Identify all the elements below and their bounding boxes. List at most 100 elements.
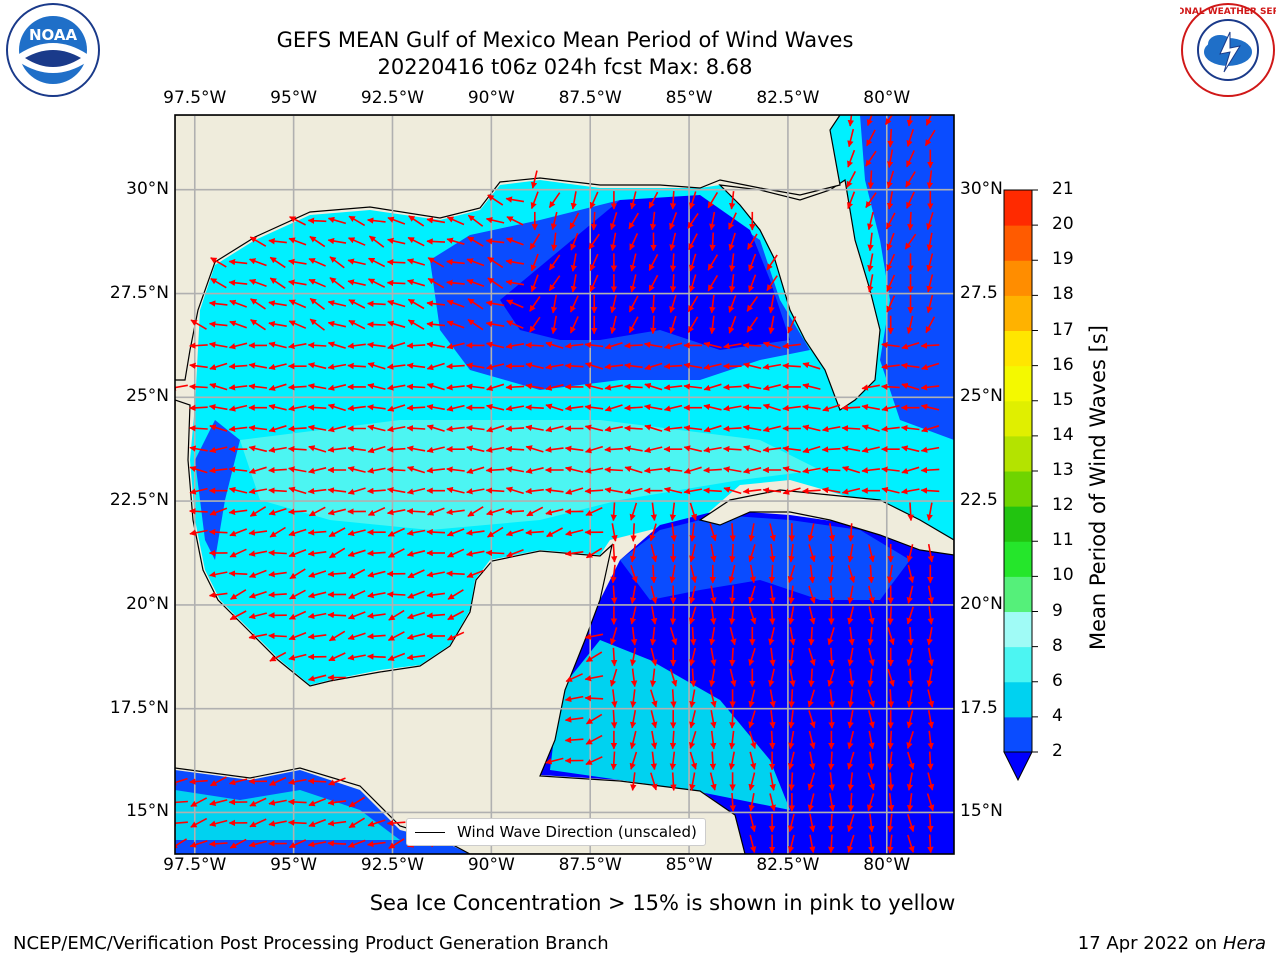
wind-wave-arrow xyxy=(742,424,762,432)
wind-wave-arrow xyxy=(703,383,722,391)
wind-wave-arrow xyxy=(367,550,386,557)
wind-wave-arrow xyxy=(529,316,541,333)
legend-label: Wind Wave Direction (unscaled) xyxy=(457,823,697,841)
wind-wave-arrow xyxy=(550,315,558,335)
wind-wave-arrow xyxy=(624,362,643,369)
wind-wave-arrow xyxy=(228,258,248,266)
wind-wave-arrow xyxy=(209,424,228,432)
wind-wave-arrow xyxy=(728,232,736,251)
wind-wave-arrow xyxy=(427,277,445,289)
wind-wave-arrow xyxy=(861,467,880,474)
colorbar-tick-10: 15 xyxy=(1052,389,1074,410)
wind-wave-arrow xyxy=(762,384,781,391)
wind-wave-arrow xyxy=(828,813,835,833)
wind-wave-arrow xyxy=(669,232,677,252)
wind-wave-arrow xyxy=(584,467,604,474)
wind-wave-arrow xyxy=(506,548,524,558)
colorbar-tick-14: 19 xyxy=(1052,249,1074,270)
wind-wave-arrow xyxy=(886,149,894,169)
wind-wave-arrow xyxy=(782,404,801,412)
wind-wave-arrow xyxy=(485,300,505,307)
wind-wave-arrow xyxy=(907,564,915,584)
wind-wave-arrow xyxy=(248,840,267,848)
wind-wave-arrow xyxy=(367,840,386,848)
lat-tick-right-5: 27.5 xyxy=(960,282,998,303)
wind-wave-arrow xyxy=(802,383,821,390)
wind-wave-arrow xyxy=(327,320,347,328)
wind-wave-arrow xyxy=(749,564,757,584)
wind-wave-arrow xyxy=(906,606,914,625)
wind-wave-arrow xyxy=(287,819,307,826)
wind-wave-arrow xyxy=(529,233,541,250)
wind-wave-arrow xyxy=(887,627,895,646)
wind-wave-arrow xyxy=(347,445,366,452)
wind-wave-arrow xyxy=(722,383,742,391)
wind-wave-arrow xyxy=(248,488,268,495)
wind-wave-arrow xyxy=(505,237,524,246)
wind-wave-arrow xyxy=(789,627,796,646)
wind-wave-arrow xyxy=(703,446,722,453)
wind-wave-arrow xyxy=(663,342,683,350)
wind-wave-arrow xyxy=(768,627,775,646)
wind-wave-arrow xyxy=(881,341,900,349)
wind-wave-arrow xyxy=(867,211,874,231)
wind-wave-arrow xyxy=(367,506,386,516)
wind-wave-arrow xyxy=(703,363,722,371)
footer-date-text: 17 Apr 2022 on xyxy=(1077,933,1223,954)
wind-wave-arrow xyxy=(809,813,816,833)
wind-wave-arrow xyxy=(769,710,776,729)
wind-wave-arrow xyxy=(584,675,604,682)
wind-wave-arrow xyxy=(762,363,782,370)
wind-wave-arrow xyxy=(710,606,717,625)
wind-wave-arrow xyxy=(328,527,346,538)
wind-wave-arrow xyxy=(570,191,577,210)
colorbar-tick-6: 11 xyxy=(1052,530,1074,551)
wind-wave-arrow xyxy=(585,651,603,663)
wind-wave-arrow xyxy=(505,258,525,266)
wind-wave-arrow xyxy=(268,383,287,391)
wind-wave-arrow xyxy=(367,341,386,349)
wind-wave-arrow xyxy=(881,383,900,390)
wind-wave-arrow xyxy=(689,502,698,521)
wind-wave-arrow xyxy=(629,647,637,667)
wind-wave-arrow xyxy=(663,486,683,494)
wind-wave-arrow xyxy=(689,585,696,604)
wind-wave-arrow xyxy=(847,128,855,148)
wind-wave-arrow xyxy=(920,403,940,411)
wind-wave-arrow xyxy=(629,710,637,729)
wind-wave-arrow xyxy=(248,550,268,557)
colorbar-tick-8: 13 xyxy=(1052,460,1074,480)
wind-wave-arrow xyxy=(867,232,874,252)
wind-wave-arrow xyxy=(650,585,658,604)
wind-wave-arrow xyxy=(630,772,637,791)
wind-wave-arrow xyxy=(288,486,307,495)
wind-wave-arrow xyxy=(530,253,539,272)
wind-wave-arrow xyxy=(545,384,564,391)
wind-wave-arrow xyxy=(268,507,287,516)
wind-wave-arrow xyxy=(228,384,248,391)
wind-wave-arrow xyxy=(329,256,345,269)
wind-wave-arrow xyxy=(307,342,327,349)
wind-wave-arrow xyxy=(426,591,446,599)
wind-wave-arrow xyxy=(506,216,524,226)
wind-wave-arrow xyxy=(887,730,894,750)
wind-wave-arrow xyxy=(550,211,558,231)
noaa-logo-text: NOAA xyxy=(29,26,78,44)
wind-wave-arrow xyxy=(604,342,623,350)
wind-wave-arrow xyxy=(268,341,287,349)
footer-date: 17 Apr 2022 on Hera xyxy=(1078,933,1266,954)
wind-wave-arrow xyxy=(288,405,307,412)
wind-wave-arrow xyxy=(190,797,208,808)
wind-wave-arrow xyxy=(289,589,306,600)
wind-wave-arrow xyxy=(189,383,208,390)
wind-wave-arrow xyxy=(248,591,267,599)
wind-wave-arrow xyxy=(570,253,577,272)
wind-wave-arrow xyxy=(268,446,287,453)
colorbar-segment-11 xyxy=(1004,330,1032,367)
wind-wave-arrow xyxy=(229,548,247,558)
wind-wave-arrow xyxy=(847,115,854,127)
wind-wave-arrow xyxy=(268,632,287,640)
wind-wave-arrow xyxy=(525,487,544,495)
wind-wave-arrow xyxy=(885,212,896,230)
wind-wave-arrow xyxy=(906,191,915,209)
